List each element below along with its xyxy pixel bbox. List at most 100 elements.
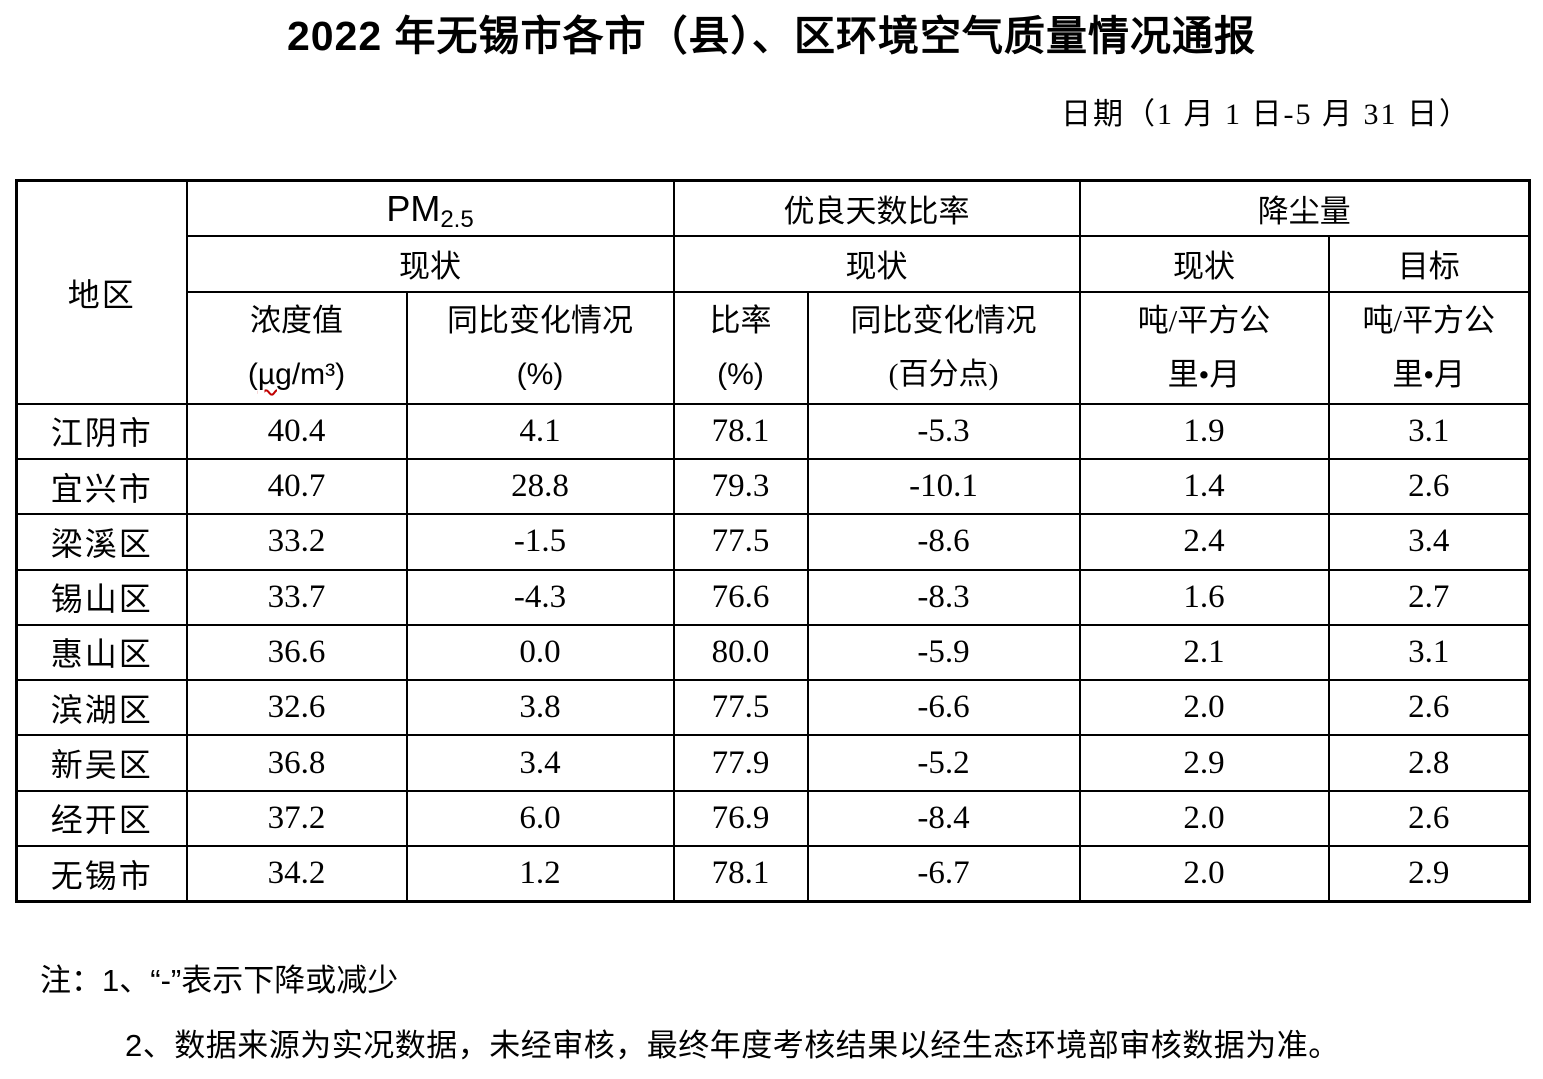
header-concentration: 浓度值 (µg/m³) (185, 290, 408, 405)
dust-target-unit-line1: 吨/平方公 (1362, 302, 1496, 338)
pm-yoy-cell: 1.2 (405, 844, 675, 903)
header-dust-status: 现状 (1078, 234, 1330, 293)
ratio-cell: 76.9 (672, 789, 809, 847)
dust-status-unit-line2: 里•月 (1167, 356, 1241, 392)
good-yoy-unit: (百分点) (888, 357, 999, 391)
note-1-text: 1、“-”表示下降或减少 (102, 963, 399, 999)
ratio-cell: 80.0 (672, 623, 809, 682)
dust-status-cell: 2.0 (1078, 679, 1330, 737)
pm-yoy-cell: -1.5 (405, 513, 675, 571)
note-line-1: 注：1、“-”表示下降或减少 (40, 955, 1523, 1000)
pm-yoy-label: 同比变化情况 (447, 302, 633, 338)
dust-status-unit-line1: 吨/平方公 (1137, 302, 1271, 338)
ratio-yoy-cell: -8.3 (806, 568, 1081, 626)
region-cell: 江阴市 (15, 402, 188, 461)
pm-conc-cell: 33.7 (185, 568, 408, 626)
header-row-status: 现状 现状 现状 目标 (17, 234, 1531, 293)
dust-target-cell: 2.8 (1327, 734, 1531, 792)
table-row-wuxi: 无锡市 34.2 1.2 78.1 -6.7 2.0 2.9 (15, 844, 1531, 903)
pm-conc-cell: 36.6 (185, 623, 408, 682)
date-range: 日期（1 月 1 日-5 月 31 日） (1061, 98, 1471, 132)
pm-conc-cell: 40.4 (185, 402, 408, 461)
table-row-yixing: 宜兴市 40.7 28.8 79.3 -10.1 1.4 2.6 (15, 458, 1531, 516)
dust-target-cell: 3.1 (1327, 402, 1531, 461)
page-title: 2022 年无锡市各市（县）、区环境空气质量情况通报 (286, 13, 1257, 59)
header-row-units: 浓度值 (µg/m³) 同比变化情况 (%) 比率 (%) 同比变化情况 (百分… (17, 290, 1531, 405)
ratio-yoy-cell: -8.4 (806, 789, 1081, 847)
pm-conc-cell: 37.2 (185, 789, 408, 847)
pm-yoy-cell: -4.3 (405, 568, 675, 626)
pm-yoy-cell: 3.4 (405, 734, 675, 792)
table-row-huishan: 惠山区 36.6 0.0 80.0 -5.9 2.1 3.1 (15, 623, 1531, 682)
ratio-yoy-cell: -5.9 (806, 623, 1081, 682)
dust-status-cell: 1.6 (1078, 568, 1330, 626)
region-cell: 滨湖区 (15, 679, 188, 737)
dust-target-cell: 2.6 (1327, 679, 1531, 737)
region-cell: 宜兴市 (15, 458, 188, 516)
ratio-cell: 78.1 (672, 844, 809, 903)
table-row-binhu: 滨湖区 32.6 3.8 77.5 -6.6 2.0 2.6 (15, 679, 1531, 737)
table-row-xishan: 锡山区 33.7 -4.3 76.6 -8.3 1.6 2.7 (15, 568, 1531, 626)
pm-yoy-cell: 4.1 (405, 402, 675, 461)
pm-yoy-cell: 6.0 (405, 789, 675, 847)
pm-conc-cell: 36.8 (185, 734, 408, 792)
region-cell: 锡山区 (15, 568, 188, 626)
pm-yoy-cell: 0.0 (405, 623, 675, 682)
dust-target-cell: 3.4 (1327, 513, 1531, 571)
header-dust-status-unit: 吨/平方公 里•月 (1078, 290, 1330, 405)
region-cell: 新吴区 (15, 734, 188, 792)
note-line-2: 2、数据来源为实况数据，未经审核，最终年度考核结果以经生态环境部审核数据为准。 (125, 1028, 1340, 1064)
air-quality-table: 地区 PM2.5 优良天数比率 降尘量 现状 现状 现状 目标 浓度值 (µg/… (15, 179, 1531, 904)
note-prefix: 注： (40, 963, 102, 999)
ratio-yoy-cell: -6.7 (806, 844, 1081, 903)
ratio-yoy-cell: -6.6 (806, 679, 1081, 737)
dust-target-cell: 2.7 (1327, 568, 1531, 626)
header-pm25: PM2.5 (185, 179, 675, 237)
dust-target-cell: 2.6 (1327, 789, 1531, 847)
dust-status-cell: 2.4 (1078, 513, 1330, 571)
pm-yoy-cell: 28.8 (405, 458, 675, 516)
dust-target-cell: 2.9 (1327, 844, 1531, 903)
dust-status-cell: 1.4 (1078, 458, 1330, 516)
ratio-yoy-cell: -5.2 (806, 734, 1081, 792)
region-cell: 梁溪区 (15, 513, 188, 571)
notes: 注：1、“-”表示下降或减少 2、数据来源为实况数据，未经审核，最终年度考核结果… (40, 955, 1523, 1065)
ratio-cell: 78.1 (672, 402, 809, 461)
header-row-groups: 地区 PM2.5 优良天数比率 降尘量 (15, 179, 1531, 405)
dust-target-unit-line2: 里•月 (1392, 356, 1466, 392)
header-dust-target-unit: 吨/平方公 里•月 (1327, 290, 1531, 405)
spellcheck-squiggle: µg (257, 357, 292, 391)
dust-status-cell: 2.0 (1078, 789, 1330, 847)
pm-yoy-cell: 3.8 (405, 679, 675, 737)
region-cell: 经开区 (15, 789, 188, 847)
ratio-cell: 77.5 (672, 679, 809, 737)
ratio-cell: 76.6 (672, 568, 809, 626)
ratio-label: 比率 (709, 302, 772, 338)
header-dust-target: 目标 (1327, 234, 1531, 293)
ratio-yoy-cell: -5.3 (806, 402, 1081, 461)
header-pm-status: 现状 (185, 234, 675, 293)
dust-target-cell: 2.6 (1327, 458, 1531, 516)
header-good-yoy-change: 同比变化情况 (百分点) (806, 290, 1081, 405)
dust-status-cell: 1.9 (1078, 402, 1330, 461)
pm-conc-cell: 40.7 (185, 458, 408, 516)
dust-target-cell: 3.1 (1327, 623, 1531, 682)
header-dustfall: 降尘量 (1078, 179, 1531, 237)
header-good-days-ratio: 优良天数比率 (672, 179, 1081, 237)
pm-conc-cell: 33.2 (185, 513, 408, 571)
region-cell: 惠山区 (15, 623, 188, 682)
table-row-jingkai: 经开区 37.2 6.0 76.9 -8.4 2.0 2.6 (15, 789, 1531, 847)
ratio-unit: (%) (717, 357, 764, 391)
concentration-label: 浓度值 (250, 302, 343, 338)
ratio-cell: 77.5 (672, 513, 809, 571)
header-good-status: 现状 (672, 234, 1081, 293)
dust-status-cell: 2.1 (1078, 623, 1330, 682)
header-pm-yoy-change: 同比变化情况 (%) (405, 290, 675, 405)
concentration-unit: (µg/m³) (247, 357, 346, 391)
pm-conc-cell: 32.6 (185, 679, 408, 737)
table-row-xinwu: 新吴区 36.8 3.4 77.9 -5.2 2.9 2.8 (15, 734, 1531, 792)
pm-conc-cell: 34.2 (185, 844, 408, 903)
pm-yoy-unit: (%) (516, 357, 564, 391)
table-row-jiangyin: 江阴市 40.4 4.1 78.1 -5.3 1.9 3.1 (15, 402, 1531, 461)
